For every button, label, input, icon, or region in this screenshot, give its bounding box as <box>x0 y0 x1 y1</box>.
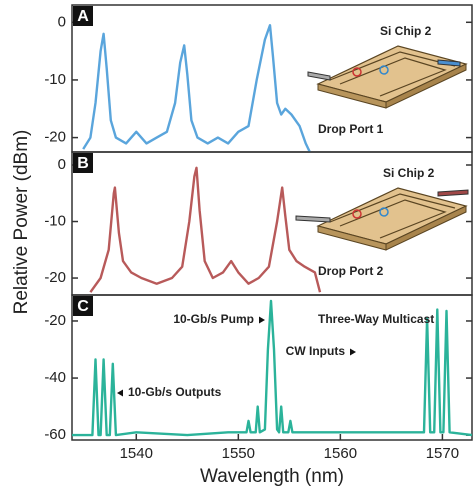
y-tick-label: -20 <box>44 312 66 329</box>
y-tick-label: -60 <box>44 426 66 443</box>
x-tick-label: 1540 <box>120 445 153 462</box>
spectrum-line <box>72 299 473 437</box>
y-tick-label: 0 <box>58 156 66 173</box>
annotation-arrow <box>117 389 123 397</box>
annotation: CW Inputs <box>286 344 346 358</box>
plot-frame <box>71 294 473 441</box>
annotation-arrow <box>350 348 356 356</box>
y-tick-label: -10 <box>44 212 66 229</box>
spectrum-line <box>82 24 311 153</box>
panel-label: B <box>77 155 89 172</box>
x-axis-label: Wavelength (nm) <box>200 466 344 487</box>
annotation: 10-Gb/s Outputs <box>128 385 222 399</box>
y-tick-label: -20 <box>44 129 66 146</box>
chip-illustration-a <box>307 45 468 109</box>
y-tick-label: -40 <box>44 369 66 386</box>
panel-label-box <box>73 6 93 26</box>
y-tick-label: -20 <box>44 269 66 286</box>
annotation: Drop Port 2 <box>318 264 384 278</box>
chip-illustration-b <box>295 187 469 251</box>
annotation: Si Chip 2 <box>383 166 435 180</box>
annotation: 10-Gb/s Pump <box>173 312 254 326</box>
annotation: Drop Port 1 <box>318 122 384 136</box>
x-tick-label: 1570 <box>426 445 459 462</box>
x-tick-label: 1550 <box>222 445 255 462</box>
annotation: Si Chip 2 <box>380 24 432 38</box>
y-tick-label: 0 <box>58 13 66 30</box>
panel-label: A <box>77 8 89 25</box>
x-tick-label: 1560 <box>324 445 357 462</box>
y-axis-label: Relative Power (dBm) <box>11 130 32 315</box>
panel-label-box <box>73 153 93 173</box>
panel-label: C <box>77 298 89 315</box>
panel-label-box <box>73 296 93 316</box>
spectrum-line <box>89 166 322 293</box>
y-tick-label: -10 <box>44 71 66 88</box>
annotation-arrow <box>259 316 265 324</box>
annotation: Three-Way Multicast <box>318 312 434 326</box>
